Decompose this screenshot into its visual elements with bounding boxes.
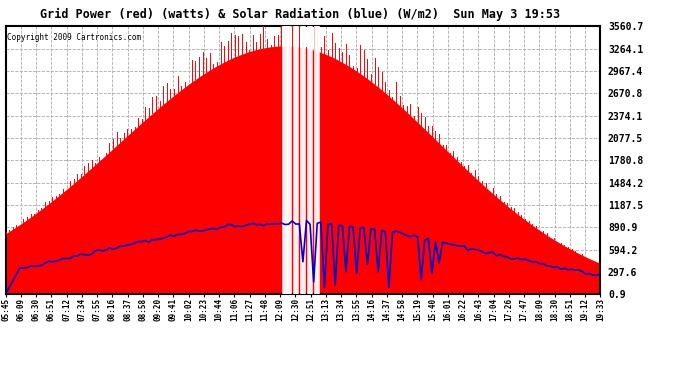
Text: Copyright 2009 Cartronics.com: Copyright 2009 Cartronics.com xyxy=(8,33,141,42)
Text: Grid Power (red) (watts) & Solar Radiation (blue) (W/m2)  Sun May 3 19:53: Grid Power (red) (watts) & Solar Radiati… xyxy=(40,8,560,21)
